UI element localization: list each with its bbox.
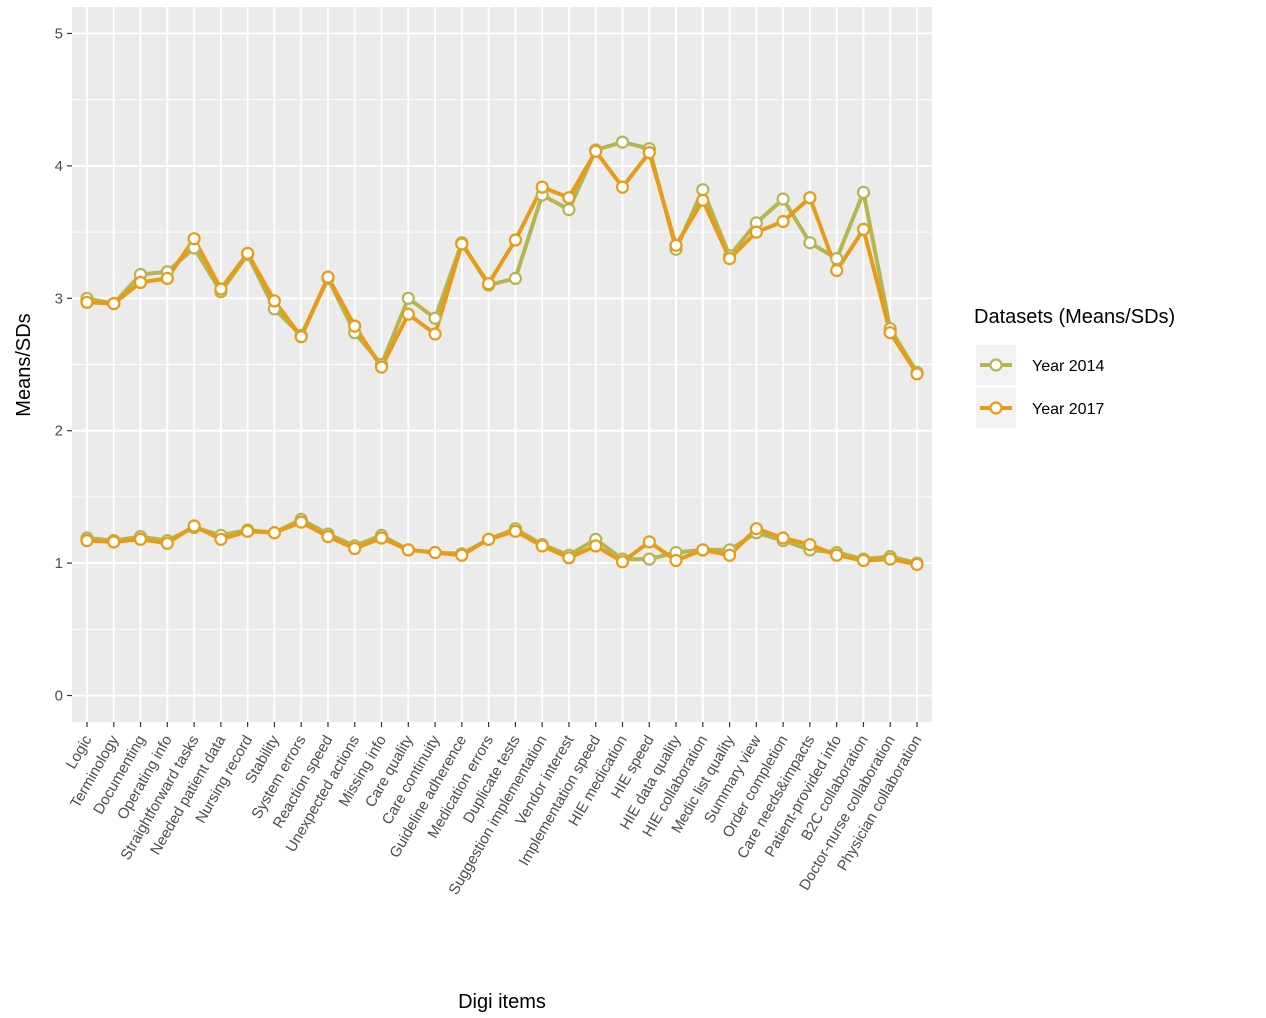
data-point-sds-year-2017: [428, 545, 442, 560]
data-point-means-year-2017: [696, 193, 710, 207]
data-point-means-year-2017: [160, 271, 174, 285]
y-tick-label: 2: [55, 423, 63, 440]
data-point-means-year-2017: [508, 233, 523, 247]
data-point-means-year-2017: [642, 146, 656, 160]
data-point-sds-year-2017: [187, 519, 201, 533]
data-point-sds-year-2017: [401, 543, 415, 557]
data-point-sds-year-2017: [669, 553, 683, 568]
data-point-means-year-2017: [856, 222, 871, 236]
data-point-sds-year-2017: [803, 537, 817, 552]
data-point-means-year-2017: [910, 367, 924, 381]
data-point-means-year-2017: [749, 225, 764, 239]
data-point-means-year-2017: [348, 319, 362, 333]
data-point-sds-year-2017: [267, 526, 281, 540]
grid-minor: [72, 99, 932, 630]
data-point-means-year-2014: [856, 185, 871, 199]
data-point-means-year-2017: [562, 191, 576, 205]
data-point-means-year-2017: [883, 326, 897, 340]
data-point-sds-year-2017: [214, 532, 228, 546]
data-point-sds-year-2017: [910, 557, 924, 572]
y-tick-label: 4: [55, 158, 63, 175]
legend-key-marker-2017: [989, 401, 1003, 415]
x-axis-title: Digi items: [458, 991, 546, 1013]
data-point-sds-year-2017: [294, 515, 308, 529]
data-point-means-year-2017: [722, 252, 737, 266]
data-point-means-year-2017: [589, 144, 603, 158]
data-point-means-year-2017: [830, 263, 844, 278]
data-point-means-year-2017: [214, 282, 228, 296]
data-point-sds-year-2017: [562, 551, 576, 565]
data-point-means-year-2017: [294, 330, 308, 344]
y-tick-label: 5: [55, 25, 63, 42]
legend: Datasets (Means/SDs) Year 2014 Year 2017: [974, 306, 1175, 428]
y-axis-title: Means/SDs: [13, 313, 35, 416]
data-point-means-year-2017: [374, 360, 389, 374]
data-point-means-year-2017: [482, 277, 496, 291]
data-point-means-year-2017: [615, 180, 630, 194]
data-point-means-year-2014: [428, 311, 442, 325]
data-point-means-year-2014: [508, 271, 523, 285]
data-point-sds-year-2017: [80, 533, 94, 548]
data-point-means-year-2017: [187, 232, 201, 246]
data-point-means-year-2017: [803, 191, 817, 205]
data-point-sds-year-2017: [133, 532, 148, 546]
data-point-means-year-2014: [615, 135, 630, 149]
y-axis: 0 1 2 3 4 5: [55, 25, 72, 705]
data-point-sds-year-2017: [856, 553, 871, 568]
data-point-sds-year-2017: [508, 524, 523, 538]
grid-major: [72, 7, 932, 722]
legend-title: Datasets (Means/SDs): [974, 306, 1175, 328]
y-tick-label: 0: [55, 688, 63, 705]
legend-key-marker-2014: [989, 358, 1003, 372]
data-point-means-year-2017: [428, 327, 442, 341]
data-point-sds-year-2017: [241, 524, 255, 538]
data-point-sds-year-2014: [642, 552, 656, 566]
data-point-sds-year-2017: [776, 531, 790, 545]
data-point-means-year-2017: [80, 295, 94, 309]
data-point-sds-year-2017: [830, 548, 844, 562]
data-point-means-year-2017: [535, 180, 549, 194]
data-point-means-year-2014: [562, 203, 576, 217]
legend-label-2017: Year 2017: [1032, 401, 1104, 418]
data-point-means-year-2017: [133, 275, 148, 289]
data-point-means-year-2014: [401, 291, 415, 305]
data-point-sds-year-2017: [642, 535, 656, 549]
data-point-sds-year-2017: [722, 548, 737, 562]
data-point-means-year-2014: [830, 252, 844, 266]
data-point-means-year-2017: [776, 214, 790, 229]
data-point-sds-year-2017: [160, 536, 174, 550]
legend-label-2014: Year 2014: [1032, 358, 1104, 375]
data-point-sds-year-2017: [374, 531, 389, 545]
data-point-sds-year-2017: [321, 529, 335, 544]
data-point-means-year-2017: [241, 246, 255, 260]
data-point-sds-year-2017: [535, 539, 549, 553]
data-point-sds-year-2017: [615, 555, 630, 569]
data-point-means-year-2017: [669, 238, 683, 252]
data-point-means-year-2017: [455, 237, 469, 251]
data-point-means-year-2017: [321, 270, 335, 284]
data-point-sds-year-2017: [749, 522, 764, 536]
data-point-sds-year-2017: [589, 539, 603, 553]
y-tick-label: 3: [55, 290, 63, 307]
data-point-sds-year-2017: [455, 548, 469, 562]
data-point-means-year-2014: [696, 183, 710, 197]
data-point-sds-year-2017: [348, 541, 362, 556]
data-point-sds-year-2017: [696, 543, 710, 557]
data-point-means-year-2014: [776, 192, 790, 206]
data-point-means-year-2017: [401, 307, 415, 321]
data-point-means-year-2014: [803, 236, 817, 250]
y-tick-label: 1: [55, 555, 63, 572]
data-point-sds-year-2017: [883, 552, 897, 566]
data-point-means-year-2017: [267, 294, 281, 308]
data-point-means-year-2017: [107, 297, 121, 311]
series-layer: [80, 135, 924, 572]
data-point-sds-year-2017: [107, 535, 121, 549]
data-point-sds-year-2017: [482, 532, 496, 546]
